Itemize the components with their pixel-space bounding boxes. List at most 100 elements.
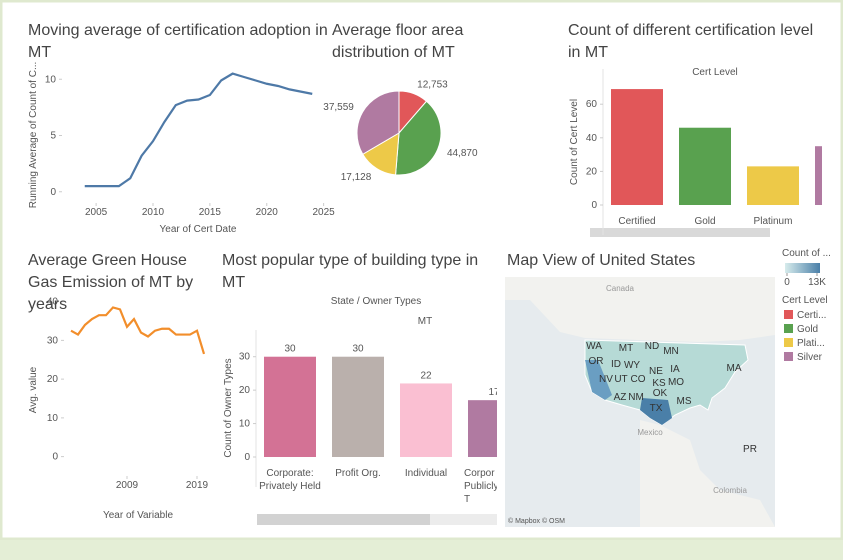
bar	[264, 356, 316, 457]
x-tick-label: Certified	[618, 216, 655, 227]
chart-group: 2009 2019 0 10 20 30 40 Year of Variable Avg. va…	[28, 297, 209, 521]
header: State / Owner Types	[331, 296, 421, 307]
pie-slice	[395, 100, 442, 176]
y-tick-label: 0	[244, 452, 250, 463]
chart-title: Most popular type of building type in MT	[222, 252, 479, 291]
x-axis-label: Year of Variable	[103, 510, 173, 521]
legend-swatch	[784, 338, 793, 347]
legend-label: Plati...	[797, 338, 825, 349]
map-label: MA	[727, 363, 742, 374]
value-label: 22	[420, 370, 432, 381]
legend-label: Certi...	[797, 310, 826, 321]
scrollbar[interactable]	[257, 514, 430, 525]
map-label: KS	[652, 378, 666, 389]
x-tick-label: Individual	[404, 468, 448, 479]
x-tick-label: 2025	[313, 207, 336, 218]
x-tick-label: 2020	[256, 207, 279, 218]
bar	[468, 400, 497, 457]
state	[585, 360, 612, 400]
map-label: Mexico	[637, 428, 663, 437]
map-label: MN	[663, 346, 679, 357]
y-tick-label: 5	[50, 131, 56, 142]
x-tick-label: 2009	[116, 480, 139, 491]
chart-title: Map View of United States	[507, 252, 696, 269]
y-tick-label: 0	[52, 452, 58, 463]
map-label: NM	[628, 392, 644, 403]
y-tick-label: 0	[591, 200, 597, 211]
x-tick-label: 2015	[199, 207, 222, 218]
x-tick-label: 2005	[85, 207, 108, 218]
legend-title: Count of ...	[782, 248, 831, 259]
bar	[332, 356, 384, 457]
y-tick-label: 30	[47, 335, 59, 346]
y-tick-label: 30	[239, 352, 251, 363]
y-tick-label: 10	[45, 74, 57, 85]
bar	[611, 89, 663, 205]
slice-label: 44,870	[447, 148, 478, 159]
legend-tick-label: 13K	[808, 277, 826, 288]
chart-title: Count of different certification level i…	[568, 22, 814, 61]
map-label: CO	[631, 374, 646, 385]
y-axis-label: Count of Cert Level	[569, 99, 580, 185]
chart-group: Certified Gold Platinum	[611, 89, 822, 227]
legend-tick-label: 0	[784, 277, 790, 288]
state	[640, 398, 672, 425]
line	[84, 72, 313, 188]
map-label: Canada	[606, 284, 635, 293]
legend-label: Silver	[797, 352, 823, 363]
map-label: WA	[586, 341, 602, 352]
chart-group: Count of ... 0 13K Cert Level Certi... Gold Pl…	[782, 248, 831, 363]
x-tick-label: Profit Org.	[335, 468, 381, 479]
map-label: IA	[670, 364, 680, 375]
header: Cert Level	[692, 67, 738, 78]
x-tick-label: Platinum	[754, 216, 793, 227]
y-tick-label: 10	[239, 419, 251, 430]
chart-group: 0 10 20 30 Count of Owner Types State / Owner…	[223, 296, 432, 487]
map-label: TX	[650, 403, 663, 414]
map-label: MT	[619, 343, 633, 354]
chart-title: Average floor area distribution of MT	[332, 22, 464, 61]
legend-swatch	[784, 310, 793, 319]
chart-group: 2005 2010 2015 2020 2025 0 5 10 Year of Cert Dat…	[28, 62, 335, 235]
y-tick-label: 20	[239, 385, 251, 396]
y-tick-label: 20	[47, 374, 59, 385]
map-label: OR	[589, 356, 604, 367]
map-label: ID	[611, 359, 621, 370]
bar	[747, 166, 799, 205]
slice-label: 17,128	[341, 172, 372, 183]
map-label: NV	[599, 374, 613, 385]
x-tick-label: 2010	[142, 207, 165, 218]
line	[70, 306, 206, 355]
map-label: NE	[649, 366, 663, 377]
land	[505, 277, 775, 342]
bar	[815, 146, 822, 205]
map-label: MO	[668, 377, 684, 388]
attribution: © Mapbox © OSM	[508, 517, 565, 525]
map-label: OK	[653, 388, 668, 399]
y-tick-label: 40	[586, 133, 598, 144]
legend-title: Cert Level	[782, 295, 828, 306]
slice-label: 12,753	[417, 79, 448, 90]
value-label: 17	[488, 387, 500, 398]
chart-group: 0 20 40 60 Count of Cert Level Cert Level	[569, 67, 738, 235]
map-label: MS	[677, 396, 692, 407]
y-tick-label: 0	[50, 187, 56, 198]
x-tick-label: Corporate: Privately Held	[259, 468, 321, 492]
bar	[400, 383, 452, 457]
slice-label: 37,559	[323, 102, 354, 113]
map[interactable]	[505, 277, 775, 527]
y-tick-label: 40	[47, 297, 59, 308]
scrollbar[interactable]	[590, 228, 770, 237]
chart-title: Average Green House Gas Emission of MT b…	[28, 252, 194, 313]
frame	[0, 0, 843, 541]
legend-label: Gold	[797, 324, 818, 335]
usa	[584, 339, 749, 426]
x-tick-label: Gold	[694, 216, 715, 227]
x-tick-label: 2019	[186, 480, 209, 491]
chart-group: 12,753 44,870 17,128 37,559	[323, 79, 478, 183]
bar	[679, 127, 731, 205]
value-label: 30	[352, 344, 364, 355]
